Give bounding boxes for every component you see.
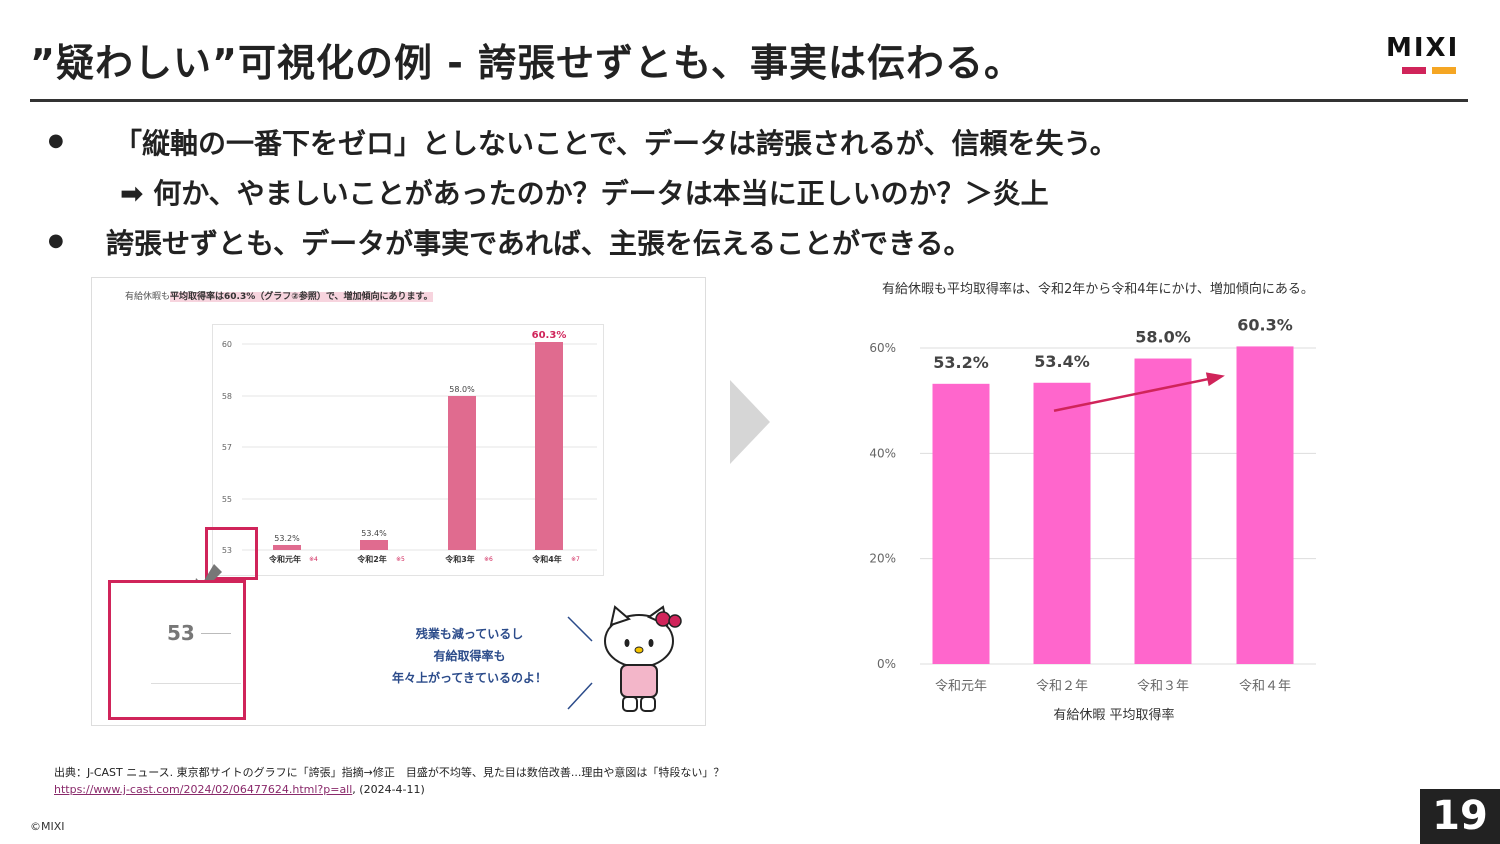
right-chart-caption: 有給休暇も平均取得率は、令和2年から令和4年にかけ、増加傾向にある。 (882, 282, 1314, 297)
right-bar (1134, 358, 1192, 664)
trend-arrowhead-icon (1205, 372, 1225, 387)
right-y-tick-label: 40% (869, 446, 896, 460)
bullet-mark: ● (48, 230, 64, 251)
left-y-tick-label: 60 (222, 340, 232, 349)
left-y-tick-label: 57 (222, 443, 232, 452)
logo-text: MIXI (1386, 33, 1460, 63)
left-bar-data-label: 53.2% (274, 534, 300, 543)
logo-bar-red (1402, 67, 1426, 74)
left-bar (273, 545, 301, 550)
callout-tick (201, 633, 231, 634)
left-caption: 有給休暇も平均取得率は60.3%（グラフ②参照）で、増加傾向にあります。 (125, 289, 433, 302)
left-footnote: ※4 (309, 556, 318, 563)
left-bar-data-label: 60.3% (532, 330, 567, 341)
left-bar-data-label: 53.4% (361, 529, 387, 538)
left-y-tick-label: 53 (222, 546, 232, 555)
left-bar (535, 342, 563, 550)
logo-bars (1386, 67, 1470, 74)
right-y-tick-label: 20% (869, 552, 896, 566)
exaggerated-chart-panel: 有給休暇も平均取得率は60.3%（グラフ②参照）で、増加傾向にあります。 53 5… (91, 277, 706, 726)
callout-axis (151, 683, 241, 684)
right-bar (1236, 346, 1294, 664)
left-bar (360, 540, 388, 550)
left-bar (448, 396, 476, 550)
right-chart-svg: 0% 20% 40% 60% 53.2% 令和元年 53.4% 令和２年 58.0% 令和３年 60… (869, 315, 1316, 723)
speech-line: 残業も減っているし (415, 627, 524, 641)
copyright: ©MIXI (30, 820, 65, 833)
left-x-tick-label: 令和元年 (268, 554, 301, 564)
mixi-logo: MIXI (1386, 35, 1470, 74)
right-x-tick-label: 令和元年 (935, 679, 987, 694)
right-x-axis-label: 有給休暇 平均取得率 (1053, 707, 1174, 723)
left-x-tick-label: 令和4年 (531, 554, 562, 564)
speech-text: 残業も減っているし 有給取得率も 年々上がってきているのよ！ (392, 623, 547, 689)
left-chart-frame (212, 324, 604, 576)
left-bar-data-label: 58.0% (449, 385, 475, 394)
zero-axis-highlight-box (205, 527, 258, 580)
slide-title: ”疑わしい”可視化の例 - 誇張せずとも、事実は伝わる。 (30, 41, 1024, 85)
page-number: 19 (1420, 789, 1500, 844)
right-bar-data-label: 58.0% (1135, 328, 1191, 347)
right-x-tick-label: 令和２年 (1036, 679, 1088, 694)
speech-line: 有給取得率も (433, 649, 506, 663)
title-divider (30, 99, 1468, 102)
hello-kitty-illustration (604, 605, 682, 712)
right-x-tick-label: 令和３年 (1137, 679, 1189, 694)
right-bar (932, 383, 990, 664)
speech-lines-decoration (567, 616, 593, 710)
chevron-right-icon (730, 380, 770, 464)
bullet-1-sub: ➡ 何か、やましいことがあったのか？データは本当に正しいのか？＞炎上 (120, 177, 1049, 210)
left-caption-highlight: 平均取得率は60.3%（グラフ②参照）で、増加傾向にあります。 (170, 292, 433, 302)
source-citation: 出典：J-CAST ニュース. 東京都サイトのグラフに「誇張」指摘→修正 目盛が… (54, 764, 724, 798)
right-y-tick-label: 0% (877, 657, 896, 671)
right-bar-data-label: 60.3% (1237, 315, 1293, 334)
left-footnote: ※6 (484, 556, 493, 563)
right-x-tick-label: 令和４年 (1239, 679, 1291, 694)
left-x-tick-label: 令和2年 (356, 554, 387, 564)
source-date: , (2024-4-11) (352, 783, 425, 796)
zoomed-axis-callout: 53 (108, 580, 246, 720)
right-bar-data-label: 53.2% (933, 353, 989, 372)
left-footnote: ※5 (396, 556, 405, 563)
bullet-mark: ● (48, 130, 64, 151)
right-bar (1033, 382, 1091, 664)
left-y-tick-label: 58 (222, 392, 232, 401)
callout-value: 53 (167, 621, 195, 645)
right-y-tick-label: 60% (869, 341, 896, 355)
left-chart-svg: 53 55 57 58 60 53.2% 令和元年 ※4 53.4% 令和2年 ※5 58.0% 令和3… (222, 330, 597, 564)
trend-arrow-line (1053, 375, 1222, 412)
source-link[interactable]: https://www.j-cast.com/2024/02/06477624.… (54, 783, 353, 796)
bullet-2: 誇張せずとも、データが事実であれば、主張を伝えることができる。 (106, 227, 972, 260)
logo-bar-orange (1432, 67, 1456, 74)
source-line: 出典：J-CAST ニュース. 東京都サイトのグラフに「誇張」指摘→修正 目盛が… (54, 766, 725, 779)
right-bar-data-label: 53.4% (1034, 352, 1090, 371)
left-caption-prefix: 有給休暇も (125, 292, 171, 302)
left-y-tick-label: 55 (222, 495, 232, 504)
bullet-1: 「縦軸の一番下をゼロ」としないことで、データは誇張されるが、信頼を失う。 (114, 127, 1118, 160)
left-footnote: ※7 (571, 556, 580, 563)
speech-line: 年々上がってきているのよ！ (392, 671, 548, 685)
left-x-tick-label: 令和3年 (444, 554, 475, 564)
